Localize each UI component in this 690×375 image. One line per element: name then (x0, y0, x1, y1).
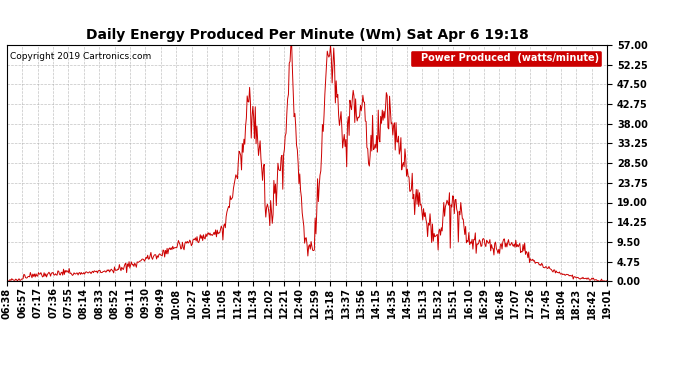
Title: Daily Energy Produced Per Minute (Wm) Sat Apr 6 19:18: Daily Energy Produced Per Minute (Wm) Sa… (86, 28, 529, 42)
Legend: Power Produced  (watts/minute): Power Produced (watts/minute) (410, 50, 602, 67)
Text: Copyright 2019 Cartronics.com: Copyright 2019 Cartronics.com (10, 52, 151, 61)
